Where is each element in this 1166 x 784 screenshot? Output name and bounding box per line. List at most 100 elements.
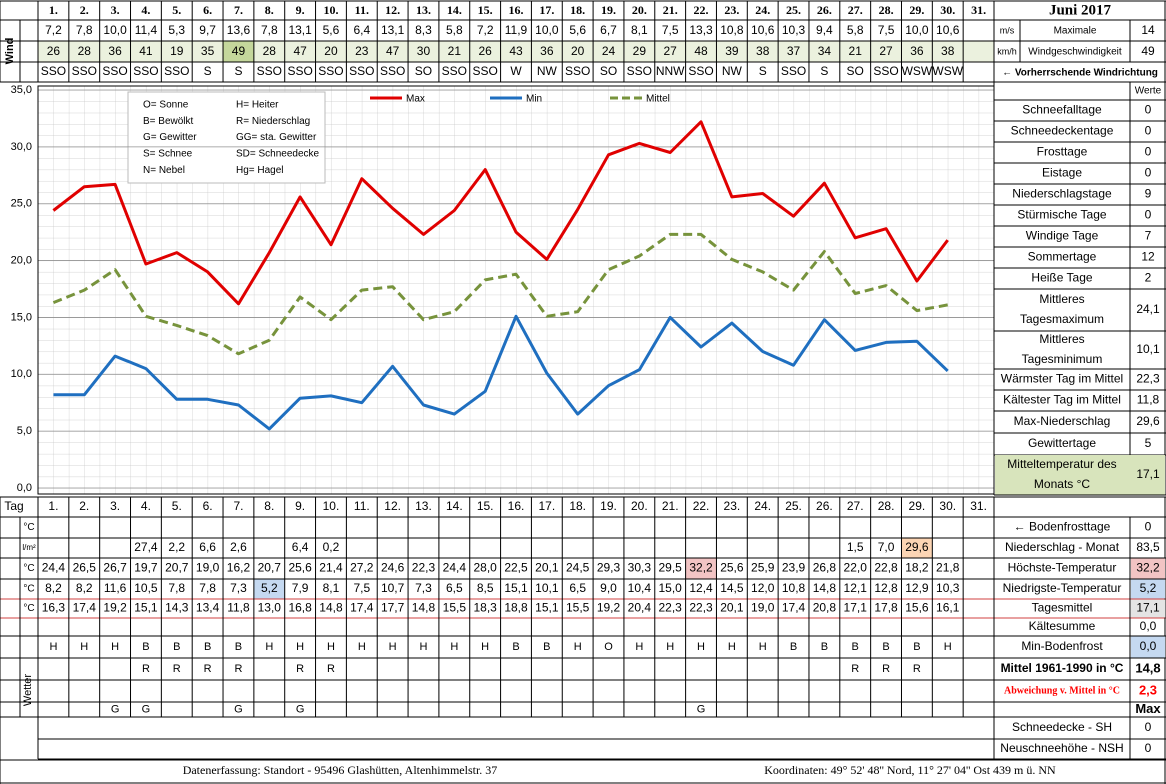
day-label: 27. bbox=[848, 3, 863, 17]
summary-label: Neuschneehöhe - NSH bbox=[1000, 741, 1123, 755]
summary-label: Kältesumme bbox=[1029, 619, 1096, 633]
day-label: 21. bbox=[662, 499, 679, 513]
weather-code-cell: H bbox=[481, 641, 489, 653]
wind-direction: WSW bbox=[932, 64, 963, 78]
footer-right: Koordinaten: 49° 52' 48'' Nord, 11° 27' … bbox=[764, 763, 1056, 777]
value-label: 16,8 bbox=[288, 601, 312, 615]
value-label: 14,8 bbox=[319, 601, 343, 615]
day-label: 10. bbox=[323, 499, 340, 513]
day-label: 6. bbox=[203, 499, 213, 513]
weather-code: G= Gewitter bbox=[143, 132, 197, 143]
summary-label: Min-Bodenfrost bbox=[1021, 639, 1103, 653]
day-label: 28. bbox=[879, 3, 894, 17]
wind-direction: SSO bbox=[380, 64, 405, 78]
stats-label: Niederschlagstage bbox=[1012, 187, 1112, 201]
value-label: 27,2 bbox=[350, 561, 374, 575]
stats-value: 12 bbox=[1141, 250, 1155, 264]
wind-direction: NW bbox=[537, 64, 558, 78]
day-label: 13. bbox=[415, 499, 432, 513]
weather-code-cell: B bbox=[852, 641, 859, 653]
wind-label: Wind bbox=[4, 38, 16, 65]
summary-label: Mittel 1961-1990 in °C bbox=[1001, 661, 1124, 675]
wind-kmh: 39 bbox=[725, 44, 739, 58]
value-label: 15,1 bbox=[134, 601, 158, 615]
wind-ms: 11,4 bbox=[135, 23, 158, 37]
wind-ms: 9,4 bbox=[816, 23, 833, 37]
wind-ms: 7,5 bbox=[662, 23, 679, 37]
wind-direction: NW bbox=[722, 64, 743, 78]
unit: °C bbox=[23, 522, 34, 533]
stats-label: Schneedeckentage bbox=[1011, 124, 1114, 138]
series-line bbox=[53, 314, 949, 431]
wind-kmh: 43 bbox=[509, 44, 523, 58]
weather-code-cell: H bbox=[265, 641, 273, 653]
day-label: 14. bbox=[447, 3, 462, 17]
value-label: 28,0 bbox=[473, 561, 497, 575]
weather-code-cell: G bbox=[296, 703, 305, 715]
wind-ms: 7,5 bbox=[878, 23, 895, 37]
day-label: 31. bbox=[971, 3, 986, 17]
value-label: 11,6 bbox=[104, 581, 127, 595]
weather-code: N= Nebel bbox=[143, 165, 185, 176]
day-header: Tag bbox=[4, 499, 23, 513]
value-label: 22,3 bbox=[659, 601, 683, 615]
value-label: 15,6 bbox=[905, 601, 929, 615]
day-label: 19. bbox=[600, 499, 617, 513]
stats-label: Kältester Tag im Mittel bbox=[1003, 393, 1121, 407]
day-label: 15. bbox=[478, 3, 493, 17]
stats-label: Heiße Tage bbox=[1031, 271, 1092, 285]
day-label: 25. bbox=[786, 3, 801, 17]
day-label: 31. bbox=[970, 499, 987, 513]
wind-kmh: 34 bbox=[818, 44, 832, 58]
summary-label: Niedrigste-Temperatur bbox=[1003, 581, 1122, 595]
value-label: 16,3 bbox=[42, 601, 66, 615]
value: 14 bbox=[1141, 23, 1155, 37]
day-label: 17. bbox=[538, 499, 555, 513]
day-label: 21. bbox=[663, 3, 678, 17]
wind-direction: SSO bbox=[72, 64, 97, 78]
wind-direction: SSO bbox=[102, 64, 127, 78]
stats-label: Windige Tage bbox=[1026, 229, 1099, 243]
weather-code-cell: H bbox=[327, 641, 335, 653]
wind-kmh: 47 bbox=[386, 44, 400, 58]
wind-ms: 7,8 bbox=[261, 23, 278, 37]
day-label: 24. bbox=[754, 499, 771, 513]
unit: l/m² bbox=[22, 543, 36, 552]
weather-code-cell: H bbox=[80, 641, 88, 653]
value-label: 24,4 bbox=[443, 561, 467, 575]
value-label: 23,9 bbox=[782, 561, 806, 575]
value-label: 20,7 bbox=[165, 561, 189, 575]
weather-code-cell: B bbox=[882, 641, 889, 653]
value-label: 19,0 bbox=[196, 561, 220, 575]
value-label: 10,1 bbox=[535, 581, 559, 595]
unit: °C bbox=[23, 603, 34, 614]
value-label: 22,5 bbox=[504, 561, 528, 575]
day-label: 9. bbox=[295, 499, 305, 513]
cell-fill bbox=[995, 455, 1165, 495]
wind-direction: S bbox=[759, 64, 767, 78]
precipitation: 27,4 bbox=[134, 540, 158, 554]
day-label: 12. bbox=[384, 499, 401, 513]
value-label: 12,4 bbox=[689, 581, 713, 595]
value-label: 8,2 bbox=[45, 581, 62, 595]
weather-code-cell: H bbox=[296, 641, 304, 653]
day-label: 29. bbox=[909, 3, 924, 17]
stats-label: Monats °C bbox=[1034, 477, 1090, 491]
weather-code-cell: H bbox=[450, 641, 458, 653]
day-label: 23. bbox=[724, 499, 741, 513]
cell-fill bbox=[1131, 579, 1165, 599]
value-label: 21,8 bbox=[936, 561, 960, 575]
wind-kmh: 36 bbox=[910, 44, 924, 58]
wind-kmh: 26 bbox=[478, 44, 492, 58]
stats-value: 0 bbox=[1145, 145, 1152, 159]
precipitation: 7,0 bbox=[878, 540, 895, 554]
weather-code-cell: R bbox=[204, 663, 212, 675]
highlight-cell bbox=[223, 41, 254, 62]
wind-direction: SSO bbox=[688, 64, 713, 78]
summary-value: 0,0 bbox=[1140, 619, 1157, 633]
day-label: 26. bbox=[816, 499, 833, 513]
value-label: 7,5 bbox=[353, 581, 370, 595]
wind-direction: S bbox=[204, 64, 212, 78]
day-label: 7. bbox=[234, 3, 243, 17]
